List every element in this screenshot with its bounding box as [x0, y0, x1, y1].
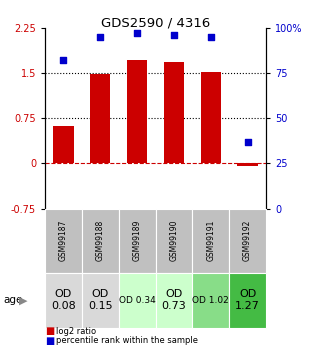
Bar [237, 164, 258, 167]
Bar [82, 273, 119, 328]
Text: ▶: ▶ [19, 295, 28, 305]
Text: OD
0.73: OD 0.73 [161, 289, 186, 311]
Bar [90, 74, 110, 164]
Text: OD 1.02: OD 1.02 [192, 296, 229, 305]
Text: OD
0.08: OD 0.08 [51, 289, 76, 311]
Text: OD
1.27: OD 1.27 [235, 289, 260, 311]
Bar [45, 209, 82, 273]
Bar [201, 72, 221, 164]
Text: percentile rank within the sample: percentile rank within the sample [56, 336, 198, 345]
Bar [82, 209, 119, 273]
Point [171, 32, 176, 38]
Bar [164, 62, 184, 164]
Text: GSM99187: GSM99187 [59, 220, 68, 261]
Bar [156, 273, 192, 328]
Bar [192, 273, 229, 328]
Point [135, 30, 140, 36]
Bar [119, 273, 156, 328]
Text: log2 ratio: log2 ratio [56, 327, 96, 336]
Bar [45, 273, 82, 328]
Text: ■: ■ [45, 326, 54, 336]
Text: GSM99191: GSM99191 [206, 220, 215, 261]
Bar [229, 273, 266, 328]
Text: GDS2590 / 4316: GDS2590 / 4316 [101, 17, 210, 30]
Text: GSM99190: GSM99190 [169, 220, 179, 262]
Point [61, 57, 66, 63]
Text: ■: ■ [45, 336, 54, 345]
Text: GSM99189: GSM99189 [132, 220, 142, 261]
Text: OD
0.15: OD 0.15 [88, 289, 113, 311]
Point [245, 139, 250, 145]
Point [208, 34, 213, 39]
Bar [127, 60, 147, 164]
Text: GSM99188: GSM99188 [96, 220, 105, 261]
Bar [119, 209, 156, 273]
Bar [53, 126, 74, 164]
Text: OD 0.34: OD 0.34 [119, 296, 156, 305]
Point [98, 34, 103, 39]
Bar [229, 209, 266, 273]
Text: age: age [3, 295, 22, 305]
Bar [156, 209, 192, 273]
Bar [192, 209, 229, 273]
Text: GSM99192: GSM99192 [243, 220, 252, 261]
